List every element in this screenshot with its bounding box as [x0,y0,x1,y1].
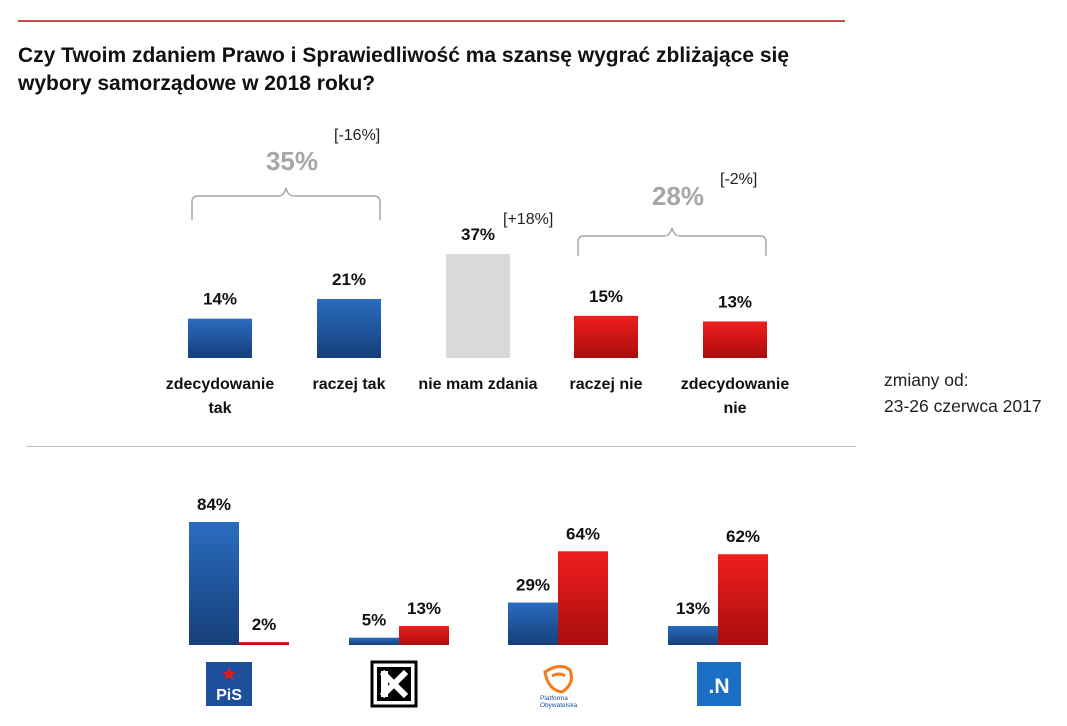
party-value-3-0: 13% [676,599,710,618]
changes-note: zmiany od: 23-26 czerwca 2017 [884,367,1042,419]
value-label-0: 14% [203,290,237,309]
group-change-1: [-2%] [720,171,757,188]
group-change-0: [-16%] [334,127,380,144]
category-label-0-0: zdecydowanie [166,376,275,393]
party-value-1-0: 5% [362,611,387,630]
party-bar-1-0 [349,637,399,645]
pis-logo-text: PiS [216,687,242,704]
section-divider [26,446,856,447]
party-bar-1-1 [399,625,449,645]
po-logo-line2: Obywatelska [540,702,578,709]
kukiz-logo-icon [370,660,418,708]
category-label-3-0: raczej nie [570,376,643,393]
party-bar-0-1 [239,642,289,645]
top-rule [18,20,845,22]
category-label-4-0: zdecydowanie [681,376,790,393]
changes-note-line1: zmiany od: [884,370,969,390]
changes-note-line2: 23-26 czerwca 2017 [884,396,1042,416]
party-value-2-1: 64% [566,524,600,543]
nowoczesna-logo: .N [697,662,741,706]
category-label-0-1: tak [208,400,231,417]
value-label-3: 15% [589,287,623,306]
value-label-4: 13% [718,292,752,311]
party-bar-3-0 [668,625,718,645]
top-chart: 14% zdecydowanie tak 21% raczej tak 37% nie ma… [166,127,790,417]
bar-3 [574,315,638,358]
party-bar-2-0 [508,602,558,645]
group-brace-0 [191,187,381,220]
party-value-2-0: 29% [516,576,550,595]
party-value-0-1: 2% [252,615,277,634]
change-label-2: [+18%] [503,211,553,228]
bar-2 [446,254,510,358]
bar-4 [703,321,767,358]
party-logos: PiS Platforma Obywatelska .N [206,660,741,709]
party-value-3-1: 62% [726,527,760,546]
category-label-2-0: nie mam zdania [418,376,537,393]
po-logo: Platforma Obywatelska [540,665,578,709]
bar-1 [317,298,381,358]
party-value-1-1: 13% [407,599,441,618]
party-bar-0-0 [189,522,239,645]
category-label-4-1: nie [723,400,746,417]
value-label-1: 21% [332,270,366,289]
bar-0 [188,318,252,358]
bottom-chart: 84% 2% 5% 13% 29% 64% 13% 62% [189,495,768,645]
value-label-2: 37% [461,225,495,244]
party-bar-3-1 [718,554,768,645]
group-label-1: 28% [652,181,704,211]
po-logo-line1: Platforma [540,695,568,702]
group-label-0: 35% [266,146,318,176]
group-brace-1 [577,227,767,256]
pis-logo: PiS [206,662,252,706]
category-label-1-0: raczej tak [313,376,386,393]
party-bar-2-1 [558,551,608,645]
chart-title: Czy Twoim zdaniem Prawo i Sprawiedliwość… [18,44,790,95]
party-value-0-0: 84% [197,495,231,514]
nowoczesna-logo-text: .N [709,675,730,698]
